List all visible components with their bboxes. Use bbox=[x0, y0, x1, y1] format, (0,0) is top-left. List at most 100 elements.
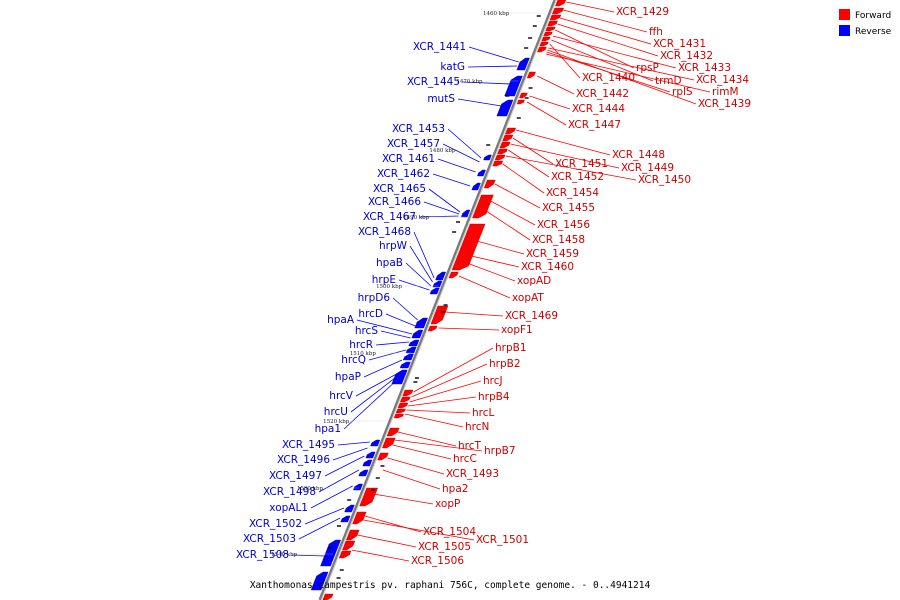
forward-gene-28[interactable] bbox=[393, 413, 404, 419]
gene-label-xcr-1456[interactable]: XCR_1456 bbox=[537, 219, 590, 231]
forward-gene-25[interactable] bbox=[400, 396, 411, 403]
reverse-gene-18[interactable] bbox=[365, 451, 376, 459]
gene-label-muts[interactable]: mutS bbox=[427, 93, 455, 105]
reverse-gene-13[interactable] bbox=[405, 346, 417, 354]
forward-gene-2[interactable] bbox=[549, 14, 562, 21]
gene-label-hrcl[interactable]: hrcL bbox=[472, 407, 495, 419]
gene-label-hrpd6[interactable]: hrpD6 bbox=[358, 292, 391, 304]
forward-gene-20[interactable] bbox=[451, 223, 486, 271]
forward-gene-37[interactable] bbox=[322, 593, 334, 600]
gene-label-xcr-1444[interactable]: XCR_1444 bbox=[572, 103, 625, 115]
gene-label-xcr-1432[interactable]: XCR_1432 bbox=[660, 50, 713, 62]
reverse-gene-9[interactable] bbox=[429, 287, 440, 295]
gene-label-hrpb2[interactable]: hrpB2 bbox=[489, 358, 521, 370]
gene-label-xcr-1493[interactable]: XCR_1493 bbox=[446, 468, 499, 480]
reverse-gene-21[interactable] bbox=[353, 483, 363, 491]
gene-label-xcr-1459[interactable]: XCR_1459 bbox=[526, 248, 579, 260]
gene-label-xcr-1454[interactable]: XCR_1454 bbox=[546, 187, 599, 199]
forward-gene-31[interactable] bbox=[377, 452, 389, 461]
gene-label-xcr-1453[interactable]: XCR_1453 bbox=[392, 123, 445, 135]
reverse-gene-25[interactable] bbox=[310, 571, 329, 591]
gene-label-ffh[interactable]: ffh bbox=[649, 26, 663, 38]
gene-label-xcr-1455[interactable]: XCR_1455 bbox=[542, 202, 595, 214]
reverse-gene-10[interactable] bbox=[414, 317, 428, 329]
gene-label-xcr-1431[interactable]: XCR_1431 bbox=[653, 38, 706, 50]
gene-label-hrcn[interactable]: hrcN bbox=[465, 421, 489, 433]
forward-gene-15[interactable] bbox=[497, 148, 508, 155]
gene-label-xcr-1434[interactable]: XCR_1434 bbox=[696, 74, 749, 86]
gene-label-hrpw[interactable]: hrpW bbox=[379, 240, 408, 252]
gene-label-xcr-1460[interactable]: XCR_1460 bbox=[521, 261, 574, 273]
reverse-gene-24[interactable] bbox=[320, 539, 341, 567]
gene-label-xcr-1450[interactable]: XCR_1450 bbox=[638, 174, 691, 186]
gene-label-xcr-1465[interactable]: XCR_1465 bbox=[373, 183, 426, 195]
gene-label-hpaa[interactable]: hpaA bbox=[327, 314, 355, 326]
gene-label-hrpb4[interactable]: hrpB4 bbox=[478, 391, 510, 403]
gene-label-xcr-1445[interactable]: XCR_1445 bbox=[407, 76, 460, 88]
gene-label-hrcv[interactable]: hrcV bbox=[329, 390, 354, 402]
reverse-gene-5[interactable] bbox=[471, 182, 481, 191]
gene-label-xcr-1468[interactable]: XCR_1468 bbox=[358, 226, 411, 238]
reverse-gene-16[interactable] bbox=[391, 369, 408, 385]
forward-gene-5[interactable] bbox=[543, 31, 553, 37]
forward-gene-22[interactable] bbox=[430, 305, 449, 325]
gene-label-hpa1[interactable]: hpa1 bbox=[315, 423, 341, 435]
gene-label-hpa2[interactable]: hpa2 bbox=[442, 483, 468, 495]
gene-label-xcr-1508[interactable]: XCR_1508 bbox=[236, 549, 289, 561]
forward-gene-27[interactable] bbox=[395, 408, 406, 414]
gene-label-xcr-1496[interactable]: XCR_1496 bbox=[277, 454, 330, 466]
forward-gene-9[interactable] bbox=[526, 71, 536, 79]
gene-label-xcr-1440[interactable]: XCR_1440 bbox=[582, 72, 635, 84]
reverse-gene-22[interactable] bbox=[344, 504, 355, 513]
reverse-gene-14[interactable] bbox=[402, 353, 414, 361]
forward-gene-26[interactable] bbox=[397, 402, 409, 409]
forward-gene-32[interactable] bbox=[359, 487, 378, 507]
reverse-gene-3[interactable] bbox=[483, 154, 492, 161]
gene-label-xopad[interactable]: xopAD bbox=[517, 275, 551, 287]
gene-label-hpap[interactable]: hpaP bbox=[335, 371, 361, 383]
gene-label-hrcj[interactable]: hrcJ bbox=[483, 375, 503, 387]
gene-label-xcr-1506[interactable]: XCR_1506 bbox=[411, 555, 464, 567]
forward-gene-35[interactable] bbox=[342, 540, 356, 551]
forward-gene-33[interactable] bbox=[352, 511, 367, 525]
gene-label-xcr-1451[interactable]: XCR_1451 bbox=[555, 158, 608, 170]
gene-label-xopf1[interactable]: xopF1 bbox=[501, 324, 533, 336]
forward-gene-18[interactable] bbox=[483, 179, 496, 189]
gene-label-xcr-1502[interactable]: XCR_1502 bbox=[249, 518, 302, 530]
reverse-gene-20[interactable] bbox=[358, 469, 369, 477]
forward-gene-17[interactable] bbox=[492, 160, 503, 167]
gene-label-xcr-1448[interactable]: XCR_1448 bbox=[612, 149, 665, 161]
gene-label-hrcu[interactable]: hrcU bbox=[324, 406, 348, 418]
gene-label-xcr-1457[interactable]: XCR_1457 bbox=[387, 138, 440, 150]
gene-label-xcr-1469[interactable]: XCR_1469 bbox=[505, 310, 558, 322]
forward-gene-10[interactable] bbox=[519, 92, 528, 99]
gene-label-hrcd[interactable]: hrcD bbox=[358, 308, 383, 320]
gene-label-xcr-1467[interactable]: XCR_1467 bbox=[363, 211, 416, 223]
gene-label-xcr-1495[interactable]: XCR_1495 bbox=[282, 439, 335, 451]
forward-gene-13[interactable] bbox=[502, 134, 514, 142]
reverse-gene-11[interactable] bbox=[411, 329, 424, 339]
gene-label-xcr-1503[interactable]: XCR_1503 bbox=[243, 533, 296, 545]
forward-gene-34[interactable] bbox=[346, 529, 360, 541]
gene-label-xcr-1458[interactable]: XCR_1458 bbox=[532, 234, 585, 246]
gene-label-xcr-1433[interactable]: XCR_1433 bbox=[678, 62, 731, 74]
gene-label-xcr-1447[interactable]: XCR_1447 bbox=[568, 119, 621, 131]
gene-label-xcr-1439[interactable]: XCR_1439 bbox=[698, 98, 751, 110]
gene-label-xcr-1452[interactable]: XCR_1452 bbox=[551, 171, 604, 183]
forward-gene-14[interactable] bbox=[499, 141, 511, 149]
gene-label-xcr-1504[interactable]: XCR_1504 bbox=[423, 526, 476, 538]
gene-label-xcr-1498[interactable]: XCR_1498 bbox=[263, 486, 316, 498]
forward-gene-11[interactable] bbox=[516, 99, 525, 105]
reverse-gene-7[interactable] bbox=[435, 271, 446, 281]
reverse-gene-6[interactable] bbox=[460, 209, 471, 218]
gene-label-rpls[interactable]: rplS bbox=[672, 86, 693, 98]
gene-label-xcr-1442[interactable]: XCR_1442 bbox=[576, 88, 629, 100]
gene-label-xcr-1441[interactable]: XCR_1441 bbox=[413, 41, 466, 53]
forward-gene-12[interactable] bbox=[505, 127, 516, 135]
forward-gene-30[interactable] bbox=[382, 437, 396, 449]
gene-label-hrpb1[interactable]: hrpB1 bbox=[495, 342, 527, 354]
forward-gene-3[interactable] bbox=[547, 20, 558, 27]
forward-gene-16[interactable] bbox=[494, 154, 506, 161]
forward-gene-0[interactable] bbox=[555, 0, 567, 7]
forward-gene-24[interactable] bbox=[402, 389, 414, 397]
